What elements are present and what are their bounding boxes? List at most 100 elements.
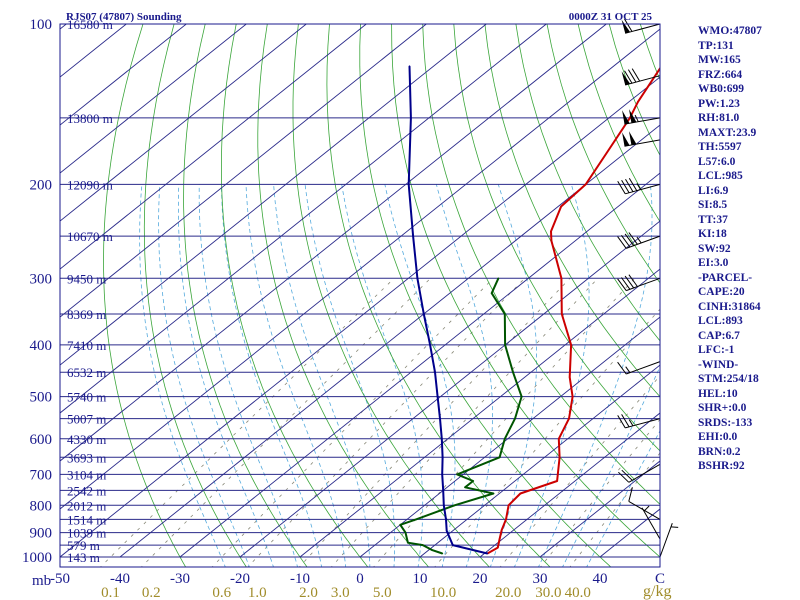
height-label: 9450 m xyxy=(67,271,106,286)
height-label: 7410 m xyxy=(67,338,106,353)
isotherm-line xyxy=(60,24,247,174)
temperature-point xyxy=(498,538,501,540)
isotherms xyxy=(60,24,660,558)
sounding-index-item: HEL:10 xyxy=(698,387,738,400)
wind-barb-full xyxy=(620,235,631,248)
parcel-point xyxy=(407,183,410,186)
chart-title: RJS07 (47807) Sounding xyxy=(66,11,182,23)
sounding-index-item: EHI:0.0 xyxy=(698,431,738,443)
wind-barbs xyxy=(617,18,679,558)
height-label: 6532 m xyxy=(67,365,106,380)
mixing-ratio-lines xyxy=(99,278,660,567)
height-label: 5740 m xyxy=(67,390,106,405)
sounding-index-item: CAP:6.7 xyxy=(698,329,740,342)
wind-barb-staff xyxy=(625,418,661,429)
temperature-point xyxy=(550,230,552,233)
wind-barb-full xyxy=(628,487,633,502)
sounding-index-item: L57:6.0 xyxy=(698,155,736,168)
height-label: 2542 m xyxy=(67,483,106,498)
wind-barb-staff xyxy=(624,139,661,147)
dewpoint-point xyxy=(453,504,456,507)
wind-barb-half xyxy=(643,505,650,512)
parcel-point xyxy=(486,552,489,555)
temperature-point xyxy=(500,529,503,531)
height-label: 5007 m xyxy=(67,412,106,427)
parcel-point xyxy=(429,344,431,346)
temperature-point xyxy=(507,504,510,507)
wind-barb-full xyxy=(624,233,635,246)
dry-adiabat-line xyxy=(292,24,490,567)
sounding-index-item: SW:92 xyxy=(698,242,731,255)
sounding-index-item: STM:254/18 xyxy=(698,373,759,385)
pressure-tick-label: 500 xyxy=(30,390,53,406)
sounding-index-item: FRZ:664 xyxy=(698,68,743,81)
isotherm-line xyxy=(539,460,660,558)
wind-barb-full xyxy=(628,177,638,191)
moist-adiabat-line xyxy=(384,184,456,567)
temperature-tick-labels: -50 -40 -30 -20 -10 0 10 20 30 40 C xyxy=(50,571,665,587)
sounding-index-item: BRN:0.2 xyxy=(698,445,741,458)
temperature-tick-label: -40 xyxy=(110,571,130,587)
dewpoint-point xyxy=(520,395,523,398)
wind-barb-half xyxy=(625,366,631,373)
sounding-index-item: -PARCEL- xyxy=(698,271,753,284)
wind-barb-full xyxy=(617,236,627,249)
isotherm-line xyxy=(60,24,427,318)
wind-barb xyxy=(617,361,661,375)
sounding-index-item: PW:1.23 xyxy=(698,97,740,110)
sounding-index-item: WB0:699 xyxy=(698,83,744,95)
dry-adiabat-line xyxy=(326,24,551,567)
height-label: 12090 m xyxy=(67,177,113,192)
temperature-point xyxy=(550,239,553,242)
pressure-tick-label: 400 xyxy=(30,338,53,354)
height-label: 1039 m xyxy=(67,526,106,541)
temperature-tick-label: 0 xyxy=(356,571,364,587)
sounding-index-item: CAPE:20 xyxy=(698,286,745,298)
temperature-point xyxy=(584,183,587,186)
wind-barb xyxy=(622,131,661,147)
wind-barb-pennant xyxy=(622,110,630,125)
mixing-ratio-line xyxy=(569,452,660,567)
mixing-ratio-label: 30.0 xyxy=(535,585,561,600)
sounding-indices-panel: WMO:47807 TP:131 MW:165 FRZ:664 WB0:699 PW:1.… xyxy=(698,24,798,474)
sounding-index-item: LCL:893 xyxy=(698,315,743,327)
parcel-point xyxy=(441,438,443,440)
mixing-ratio-label: 20.0 xyxy=(495,585,521,600)
parcel-point xyxy=(441,473,444,476)
wind-barb xyxy=(621,18,661,34)
temperature-point xyxy=(570,344,572,346)
pressure-tick-label: 200 xyxy=(30,177,53,193)
mixing-ratio-labels: 0.1 0.2 0.6 1.0 2.0 3.0 5.0 10.0 20.0 30.0 40.0 xyxy=(101,585,591,600)
pressure-tick-label: 800 xyxy=(30,498,53,514)
dewpoint-point xyxy=(492,492,495,495)
moist-adiabat-line xyxy=(177,184,274,567)
temperature-tick-label: C xyxy=(655,571,665,587)
height-label: 4330 m xyxy=(67,432,106,447)
mixing-ratio-line xyxy=(247,278,525,567)
temperature-point xyxy=(560,277,563,280)
dewpoint-point xyxy=(464,486,466,489)
dewpoint-point xyxy=(415,518,417,521)
isotherm-line xyxy=(60,76,660,558)
parcel-point xyxy=(408,65,411,67)
mixing-ratio-line xyxy=(372,278,635,567)
wind-barb xyxy=(618,463,661,483)
wind-barb-pennant xyxy=(622,132,630,147)
moist-adiabat-line xyxy=(221,184,323,567)
isotherm-line xyxy=(60,24,307,222)
wind-barb-full xyxy=(624,18,633,32)
wind-barb xyxy=(617,177,661,195)
parcel-point xyxy=(441,456,444,459)
temperature-point xyxy=(519,492,522,495)
sounding-index-item: RH:81.0 xyxy=(698,112,740,124)
wind-barb-staff xyxy=(626,235,661,249)
dry-adiabat-line xyxy=(422,24,660,505)
parcel-point xyxy=(410,117,412,119)
height-label: 3693 m xyxy=(67,450,106,465)
temperature-point xyxy=(605,152,608,155)
wind-barb-full xyxy=(617,415,626,429)
moist-adiabat-line xyxy=(341,184,424,567)
parcel-point xyxy=(452,544,454,546)
dry-adiabat-line xyxy=(183,24,308,567)
